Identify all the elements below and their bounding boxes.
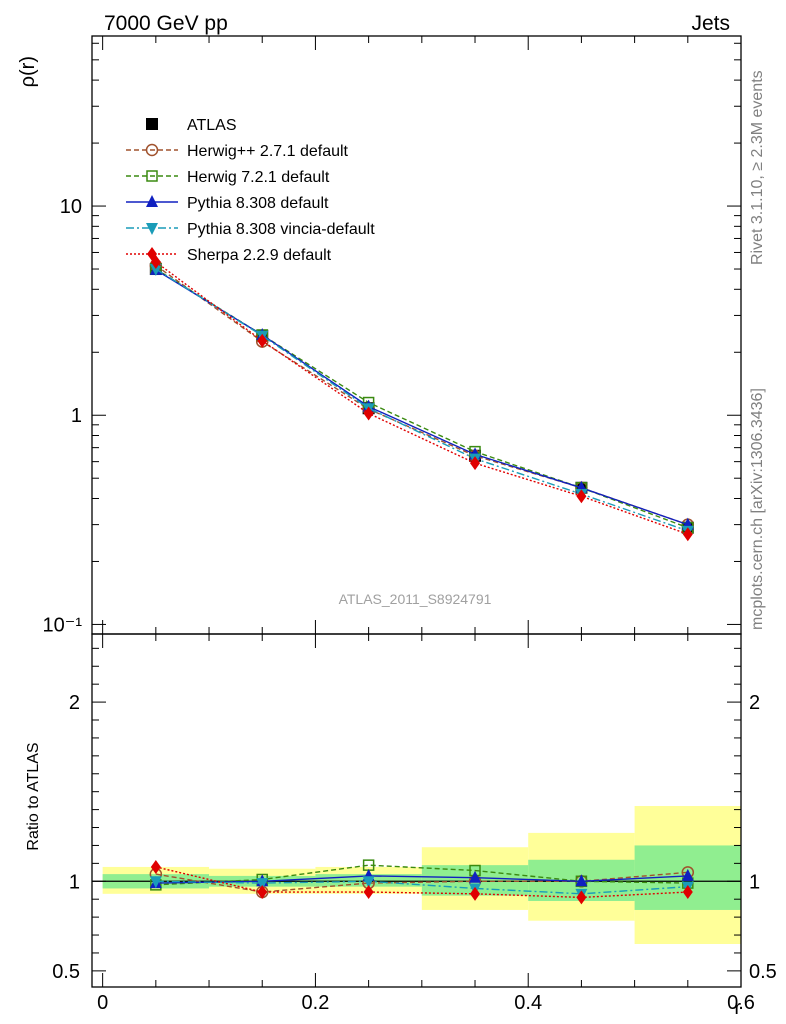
ratio-series-point	[681, 868, 694, 881]
x-axis-label: r	[734, 997, 741, 1019]
legend-marker	[146, 118, 158, 130]
ratio-y-tick-label-left: 2	[69, 692, 80, 714]
ratio-series-point	[470, 886, 481, 901]
legend-label: Pythia 8.308 vincia-default	[187, 221, 375, 238]
ratio-series-point	[256, 878, 269, 891]
main-y-tick-label: 10	[60, 196, 82, 218]
ratio-series-line	[155, 864, 688, 886]
legend-label: Herwig 7.2.1 default	[187, 169, 330, 186]
ratio-series-point	[576, 890, 587, 905]
main-series-point	[150, 255, 161, 270]
ratio-series-point	[682, 885, 693, 900]
main-series-line	[155, 269, 689, 526]
ratio-series-line	[155, 875, 688, 884]
legend-marker	[146, 170, 158, 182]
main-series-point	[682, 527, 693, 542]
main-series-line	[155, 268, 689, 532]
main-series-line	[155, 268, 689, 529]
legend-marker	[146, 223, 158, 235]
ratio-x-tick-label: 0	[97, 992, 108, 1014]
main-y-axis-label: ρ(r)	[17, 56, 39, 87]
ratio-y-tick-label-right: 1	[749, 871, 760, 893]
ratio-y-tick-label-left: 0.5	[52, 961, 80, 983]
ratio-y-tick-label-right: 2	[749, 692, 760, 714]
legend-marker	[147, 247, 157, 261]
ratio-y-axis-label: Ratio to ATLAS	[25, 742, 42, 850]
main-series-point	[576, 489, 587, 504]
legend: ATLAS Herwig++ 2.7.1 default Herwig 7.2.1 …	[126, 117, 375, 264]
legend-marker	[145, 143, 159, 157]
ratio-series-line	[155, 880, 688, 895]
header-left: 7000 GeV pp	[104, 12, 228, 35]
ratio-frame	[91, 633, 742, 988]
legend-marker	[146, 195, 158, 207]
main-series-point	[363, 406, 374, 421]
ratio-series-line	[155, 866, 688, 899]
main-series-line	[155, 261, 689, 535]
main-y-tick-label: 1	[71, 405, 82, 427]
main-series-point	[470, 456, 481, 471]
main-series-point	[257, 333, 268, 348]
main-y-tick-label: 10⁻¹	[43, 614, 83, 636]
legend-label: Pythia 8.308 default	[187, 195, 329, 212]
main-series-point	[149, 264, 162, 277]
main-panel: 10 1 10⁻¹ ρ(r)	[17, 35, 742, 636]
ratio-series-line	[155, 871, 688, 893]
ratio-series-point	[469, 870, 482, 883]
ratio-y-tick-label-right: 0.5	[749, 961, 777, 983]
analysis-watermark: ATLAS_2011_S8924791	[339, 591, 492, 607]
mcplots-label: mcplots.cern.ch [arXiv:1306.3436]	[749, 388, 766, 630]
ratio-series-point	[575, 874, 588, 887]
ratio-series-point	[363, 885, 374, 900]
rivet-label: Rivet 3.1.10, ≥ 2.3M events	[749, 70, 766, 265]
main-series-line	[155, 264, 689, 526]
ratio-x-tick-label: 0.2	[302, 992, 330, 1014]
legend-label: Sherpa 2.2.9 default	[187, 247, 332, 264]
ratio-x-tick-label: 0.4	[514, 992, 542, 1014]
ratio-series-point	[149, 876, 162, 889]
legend-label: Herwig++ 2.7.1 default	[187, 143, 349, 160]
ratio-uncertainty-bands	[102, 806, 741, 944]
ratio-series-point	[150, 859, 161, 874]
ratio-panel: 2 2 1 1 0.5 0.5 Ratio to ATLAS 0 0.2 0.4 0.6r	[25, 633, 777, 1019]
ratio-series-point	[362, 876, 375, 889]
header-right: Jets	[691, 12, 730, 35]
ratio-series-point	[257, 885, 268, 900]
ratio-x-tick-label: 0.6	[727, 992, 755, 1014]
ratio-y-tick-label-left: 1	[69, 871, 80, 893]
legend-label: ATLAS	[187, 117, 237, 134]
